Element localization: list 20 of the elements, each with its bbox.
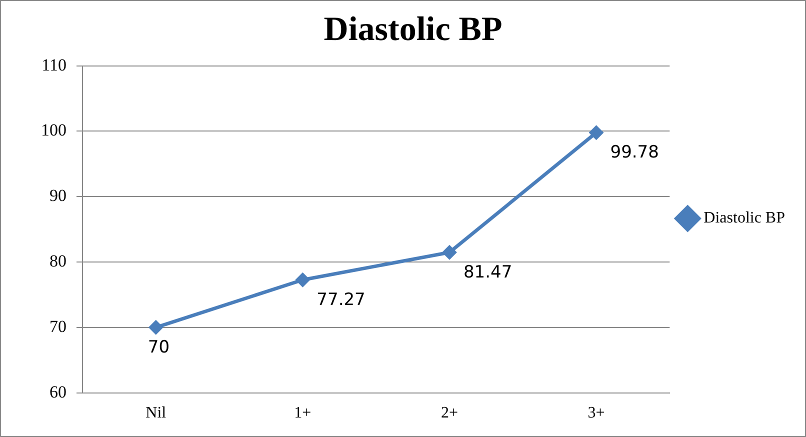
chart-title: Diastolic BP bbox=[324, 11, 502, 48]
legend-label: Diastolic BP bbox=[704, 210, 786, 227]
y-tick-label: 90 bbox=[50, 186, 66, 206]
y-tick-label: 110 bbox=[42, 55, 66, 74]
x-tick-label: 3+ bbox=[588, 404, 605, 422]
data-label: 81.47 bbox=[463, 262, 512, 282]
point bbox=[149, 320, 163, 334]
data-label: 99.78 bbox=[610, 142, 659, 163]
data-label: 70 bbox=[148, 337, 170, 358]
x-tick-label: 1+ bbox=[294, 404, 312, 422]
point bbox=[296, 273, 310, 287]
y-tick-label: 100 bbox=[41, 120, 66, 140]
data-label: 77.27 bbox=[316, 290, 366, 310]
point bbox=[590, 126, 604, 140]
y-tick-label: 80 bbox=[50, 251, 66, 270]
x-tick-label: Nil bbox=[146, 404, 167, 422]
point bbox=[442, 246, 456, 260]
x-tick-label: 2+ bbox=[440, 404, 458, 422]
y-tick-label: 70 bbox=[50, 316, 66, 336]
y-tick-label: 60 bbox=[50, 382, 66, 402]
